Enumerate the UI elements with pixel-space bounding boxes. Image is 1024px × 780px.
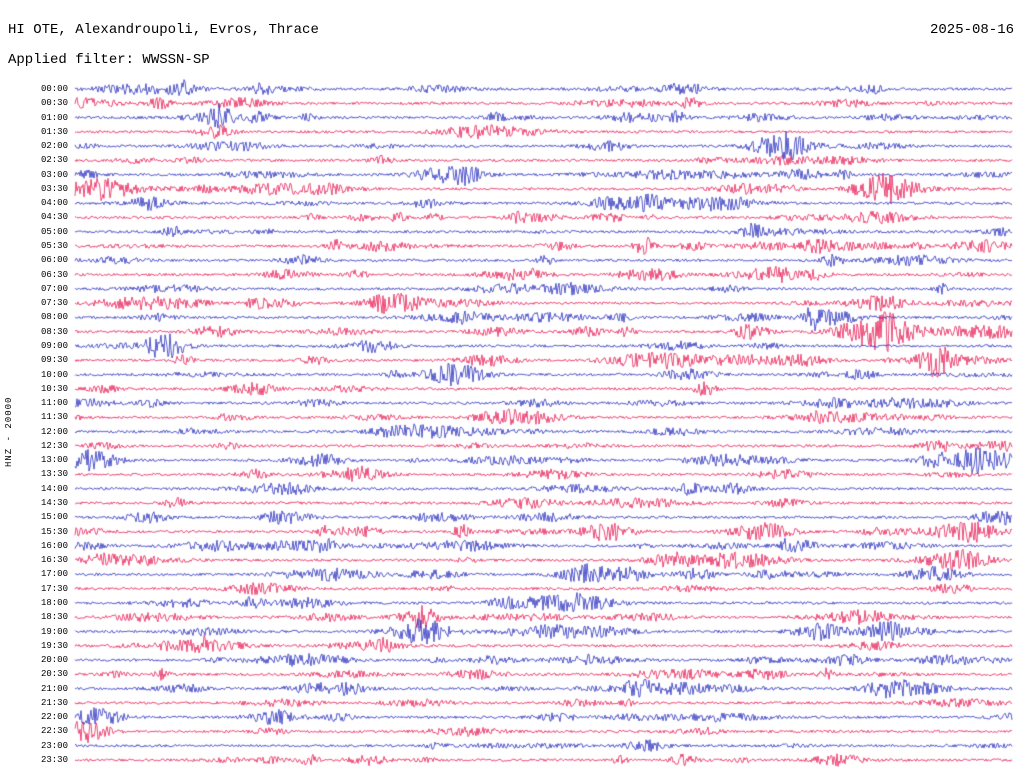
time-label: 11:30	[40, 412, 68, 423]
time-label: 23:00	[40, 740, 68, 751]
time-label: 00:30	[40, 98, 68, 109]
time-label: 14:00	[40, 483, 68, 494]
time-label: 14:30	[40, 498, 68, 509]
time-label: 20:30	[40, 669, 68, 680]
time-label: 19:30	[40, 640, 68, 651]
time-label: 09:00	[40, 340, 68, 351]
time-label: 19:00	[40, 626, 68, 637]
time-label: 01:00	[40, 112, 68, 123]
time-label: 15:00	[40, 512, 68, 523]
time-label: 23:30	[40, 755, 68, 765]
time-label: 18:30	[40, 612, 68, 623]
time-label: 10:00	[40, 369, 68, 380]
time-label: 16:00	[40, 540, 68, 551]
time-label: 07:00	[40, 283, 68, 294]
time-label: 22:00	[40, 712, 68, 723]
time-label: 18:00	[40, 597, 68, 608]
time-label: 17:30	[40, 583, 68, 594]
time-label: 06:30	[40, 269, 68, 280]
time-label: 10:30	[40, 383, 68, 394]
time-label: 02:30	[40, 155, 68, 166]
record-date: 2025-08-16	[929, 22, 1014, 38]
time-label: 22:30	[40, 726, 68, 737]
station-title: HI OTE, Alexandroupoli, Evros, Thrace	[8, 22, 319, 38]
time-label: 07:30	[40, 298, 68, 309]
time-label: 06:00	[40, 255, 68, 266]
time-label: 00:00	[40, 84, 68, 94]
time-label: 21:30	[40, 697, 68, 708]
time-label: 12:00	[40, 426, 68, 437]
time-label: 05:30	[40, 241, 68, 252]
time-label: 12:30	[40, 440, 68, 451]
time-label: 20:00	[40, 655, 68, 666]
time-label: 16:30	[40, 555, 68, 566]
time-label: 05:00	[40, 226, 68, 237]
time-label: 17:00	[40, 569, 68, 580]
time-label: 04:30	[40, 212, 68, 223]
time-label: 13:30	[40, 469, 68, 480]
time-label: 15:30	[40, 526, 68, 537]
time-label: 09:30	[40, 355, 68, 366]
time-label: 21:00	[40, 683, 68, 694]
time-label: 03:00	[40, 169, 68, 180]
time-label: 04:00	[40, 198, 68, 209]
time-label: 11:00	[40, 398, 68, 409]
time-label: 02:00	[40, 141, 68, 152]
time-label: 03:30	[40, 183, 68, 194]
time-label: 01:30	[40, 126, 68, 137]
time-label: 13:00	[40, 455, 68, 466]
time-label: 08:30	[40, 326, 68, 337]
time-label: 08:00	[40, 312, 68, 323]
time-label-column: 00:00 00:30 01:00 01:30 02:00 02:30 03:00 03:30…	[0, 0, 70, 780]
applied-filter-label: Applied filter: WWSSN-SP	[8, 52, 210, 68]
